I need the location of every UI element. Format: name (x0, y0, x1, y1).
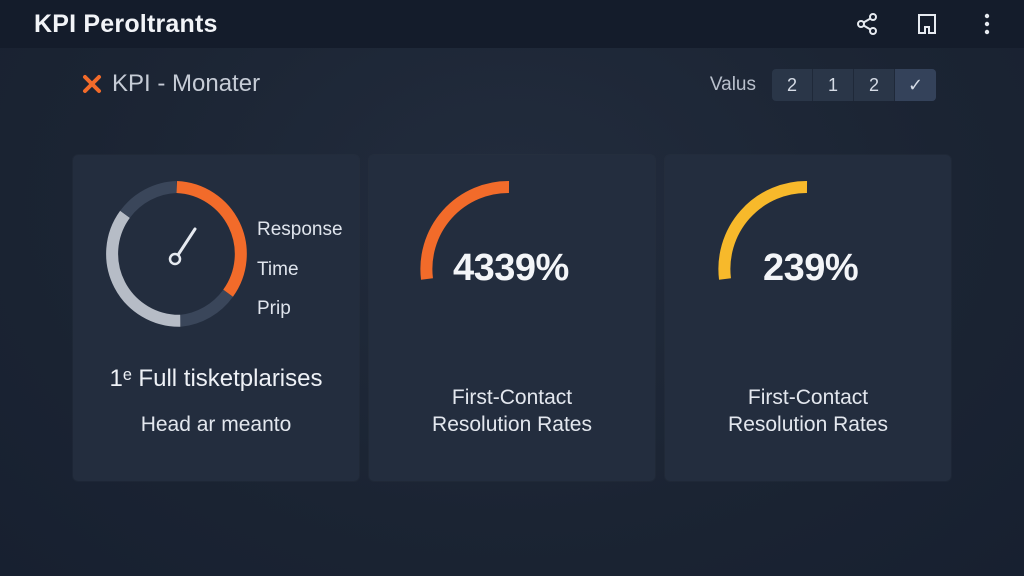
caption-line: Resolution Rates (432, 413, 592, 436)
close-icon[interactable] (80, 72, 104, 96)
values-selector: Valus 2 1 2 ✓ (710, 69, 936, 101)
legend-item: Time (257, 258, 299, 280)
section-title: KPI - Monater (112, 70, 261, 97)
card-caption-primary: 1ᵉ Full tisketplarises (109, 365, 323, 392)
values-option-2[interactable]: 1 (813, 69, 854, 101)
legend-item: Response (257, 219, 343, 240)
legend-item: Prip (257, 298, 291, 319)
section-header: KPI - Monater (80, 66, 260, 102)
kpi-value: 239% (763, 247, 859, 289)
card-caption: First-Contact Resolution Rates (369, 384, 655, 438)
values-label: Valus (709, 74, 756, 95)
kpi-card-response-time[interactable]: Response Time Prip 1ᵉ Full tisketplarise… (73, 155, 359, 481)
caption-line: First-Contact (451, 386, 573, 409)
kpi-card-first-contact-resolution[interactable]: 4339% First-Contact Resolution Rates (369, 155, 655, 481)
values-option-3[interactable]: 2 (854, 69, 895, 101)
gauge-legend: Response Time Prip (257, 210, 343, 329)
app-title: KPI Peroltrants (34, 9, 218, 38)
bookmark-icon[interactable] (912, 9, 942, 39)
resolution-arc-orange (420, 180, 510, 280)
resolution-arc-yellow (718, 180, 808, 280)
caption-line: Resolution Rates (728, 413, 888, 436)
share-icon[interactable] (852, 9, 882, 39)
kpi-card-first-contact-resolution-2[interactable]: 239% First-Contact Resolution Rates (665, 155, 951, 481)
card-caption-secondary: Head ar meanto (140, 413, 292, 436)
values-confirm-button[interactable]: ✓ (895, 69, 936, 101)
card-caption: First-Contact Resolution Rates (665, 384, 951, 438)
more-vertical-icon[interactable] (972, 9, 1002, 39)
response-time-gauge (106, 181, 247, 327)
top-bar: KPI Peroltrants (0, 0, 1024, 48)
top-bar-actions (852, 0, 1002, 48)
values-segmented-control: 2 1 2 ✓ (772, 69, 936, 101)
values-option-1[interactable]: 2 (772, 69, 813, 101)
kpi-value: 4339% (453, 247, 569, 289)
caption-line: First-Contact (747, 386, 869, 409)
